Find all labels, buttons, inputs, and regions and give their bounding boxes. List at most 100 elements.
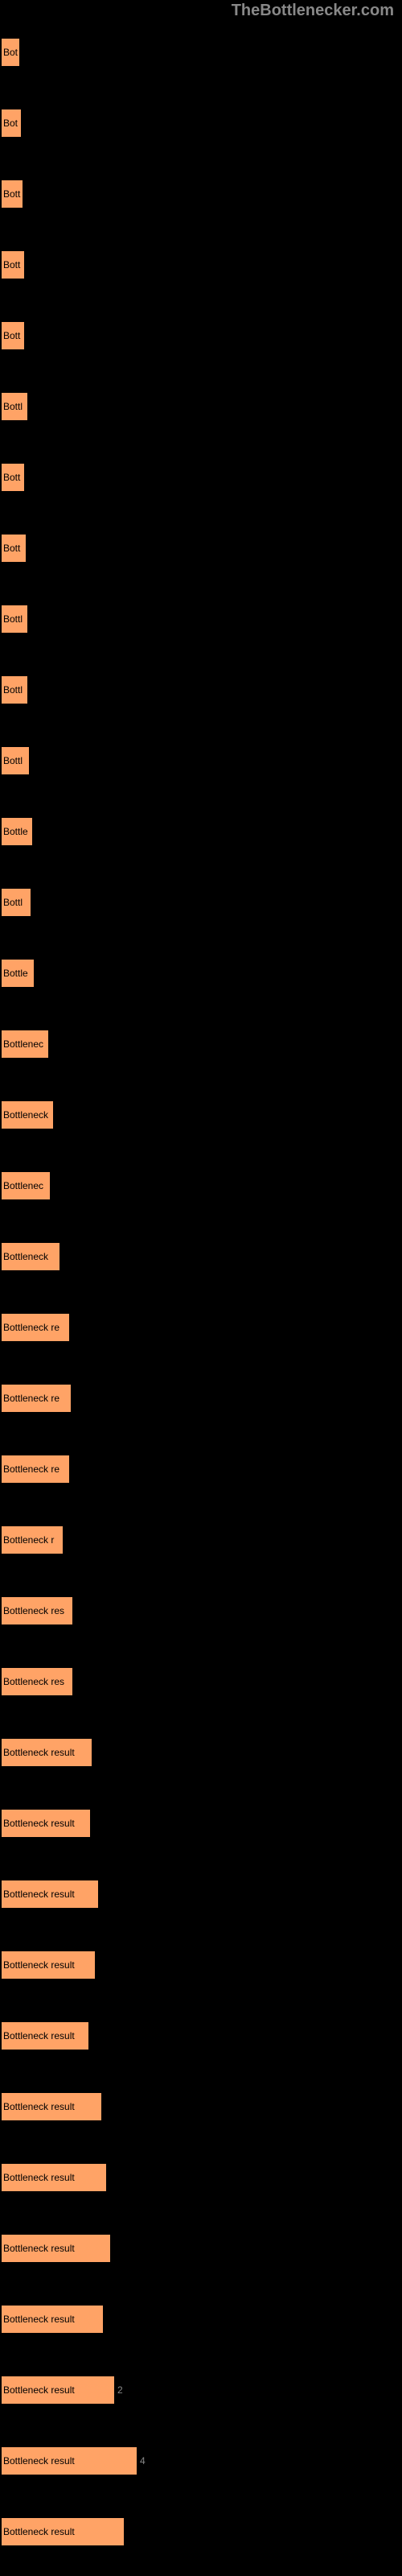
bar-inner-label: Bottleneck res	[2, 1605, 64, 1616]
bar-inner-label: Bottleneck result	[2, 1959, 75, 1971]
bar: Bottleneck res	[2, 1668, 72, 1695]
bar-top-label	[2, 1228, 402, 1243]
bar-top-label	[2, 166, 402, 180]
bar-top-label	[2, 874, 402, 889]
bar-inner-label: Bottl	[2, 401, 23, 412]
bar: Bottleneck re	[2, 1455, 69, 1483]
bar-top-label	[2, 2291, 402, 2306]
bar: Bottleneck result	[2, 2164, 106, 2191]
bar-row: Bott	[2, 449, 402, 518]
bar: Bottleneck result	[2, 1810, 90, 1837]
bar: Bottl	[2, 676, 27, 704]
bar-inner-label: Bottleneck result	[2, 1889, 75, 1900]
bar-row: Bottl	[2, 874, 402, 943]
bar-value: 4	[137, 2455, 146, 2467]
bar-row: Bottleneck res	[2, 1583, 402, 1651]
bar: Bottle	[2, 818, 32, 845]
bar: Bottleneck result	[2, 1880, 98, 1908]
bar-top-label	[2, 237, 402, 251]
bottleneck-chart: BotBotBottBottBottBottlBottBottBottlBott…	[0, 0, 402, 2572]
bar: Bottl	[2, 747, 29, 774]
bar-inner-label: Bottleneck result	[2, 2455, 75, 2467]
bar-row: Bottleneck result	[2, 1937, 402, 2005]
bar-top-label	[2, 1937, 402, 1951]
bar-top-label	[2, 308, 402, 322]
bar: Bottleneck result4	[2, 2447, 137, 2475]
bar-row: Bottleneck re	[2, 1299, 402, 1368]
bar: Bottleneck r	[2, 1526, 63, 1554]
bar: Bottl	[2, 889, 31, 916]
bar-row: Bottle	[2, 945, 402, 1013]
bar: Bott	[2, 464, 24, 491]
bar: Bottleneck result	[2, 2306, 103, 2333]
bar-row: Bottleneck result	[2, 2291, 402, 2359]
bar: Bottl	[2, 393, 27, 420]
bar-row: Bottleneck res	[2, 1653, 402, 1722]
bar: Bottleneck result	[2, 2093, 101, 2120]
bar-top-label	[2, 2008, 402, 2022]
bar-inner-label: Bottleneck result	[2, 2314, 75, 2325]
bar-inner-label: Bottleneck result	[2, 2243, 75, 2254]
bar-inner-label: Bottleneck r	[2, 1534, 54, 1546]
bar-row: Bot	[2, 24, 402, 93]
bar-top-label	[2, 2433, 402, 2447]
bar-inner-label: Bot	[2, 47, 18, 58]
bar-top-label	[2, 449, 402, 464]
bar-inner-label: Bottleneck result	[2, 2030, 75, 2041]
bar-row: Bottl	[2, 378, 402, 447]
bar-inner-label: Bottleneck result	[2, 1818, 75, 1829]
bar-top-label	[2, 803, 402, 818]
bar: Bottleneck result	[2, 2022, 88, 2050]
bar: Bottleneck result2	[2, 2376, 114, 2404]
bar-inner-label: Bottleneck result	[2, 2526, 75, 2537]
bar-row: Bottl	[2, 733, 402, 801]
bar-top-label	[2, 1724, 402, 1739]
bar-inner-label: Bottleneck re	[2, 1322, 59, 1333]
bar-inner-label: Bottleneck	[2, 1109, 48, 1121]
bar-inner-label: Bottleneck result	[2, 1747, 75, 1758]
bar: Bottleneck result	[2, 1739, 92, 1766]
bar-value: 2	[114, 2384, 123, 2396]
bar-row: Bottlenec	[2, 1158, 402, 1226]
bar-row: Bottl	[2, 591, 402, 659]
bar: Bottleneck result	[2, 1951, 95, 1979]
bar-row: Bott	[2, 166, 402, 234]
bar-inner-label: Bottle	[2, 826, 28, 837]
bar-inner-label: Bottle	[2, 968, 28, 979]
bar-row: Bottlenec	[2, 1016, 402, 1084]
bar-inner-label: Bottl	[2, 755, 23, 766]
bar: Bot	[2, 39, 19, 66]
bar-row: Bottleneck result	[2, 2149, 402, 2218]
bar: Bott	[2, 535, 26, 562]
bar: Bottleneck result	[2, 2235, 110, 2262]
bar: Bottleneck re	[2, 1385, 71, 1412]
bar-top-label	[2, 95, 402, 109]
bar-top-label	[2, 2149, 402, 2164]
bar-inner-label: Bottleneck	[2, 1251, 48, 1262]
bar-inner-label: Bottl	[2, 897, 23, 908]
bar: Bottlenec	[2, 1030, 48, 1058]
bar-row: Bottleneck result	[2, 2008, 402, 2076]
bar-row: Bottleneck re	[2, 1370, 402, 1439]
bar-top-label	[2, 662, 402, 676]
bar-row: Bott	[2, 520, 402, 588]
bar-row: Bottleneck result 4	[2, 2433, 402, 2501]
bar-inner-label: Bottl	[2, 684, 23, 696]
bar-inner-label: Bott	[2, 330, 20, 341]
bar-top-label	[2, 378, 402, 393]
bar-row: Bottleneck result	[2, 2504, 402, 2572]
bar-inner-label: Bottleneck result	[2, 2101, 75, 2112]
bar-row: Bottleneck re	[2, 1441, 402, 1509]
bar: Bott	[2, 322, 24, 349]
bar-inner-label: Bottl	[2, 613, 23, 625]
bar-inner-label: Bottlenec	[2, 1180, 43, 1191]
bar: Bottl	[2, 605, 27, 633]
bar-row: Bottl	[2, 662, 402, 730]
bar-top-label	[2, 520, 402, 535]
bar: Bottleneck result	[2, 2518, 124, 2545]
watermark-text: TheBottlenecker.com	[232, 2, 394, 20]
bar-row: Bottleneck result	[2, 1724, 402, 1793]
bar-inner-label: Bottleneck re	[2, 1463, 59, 1475]
bar: Bottleneck	[2, 1243, 59, 1270]
bar-top-label	[2, 1795, 402, 1810]
